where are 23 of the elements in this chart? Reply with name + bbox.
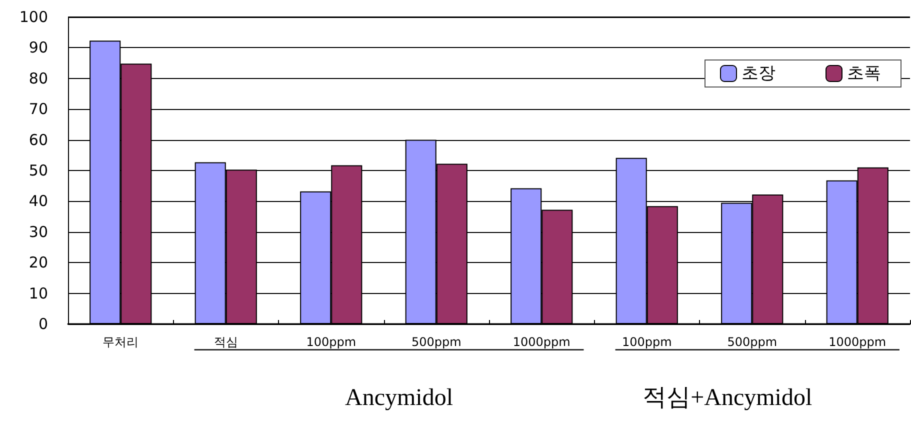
y-tick-label: 100 xyxy=(19,8,48,26)
x-tick-label: 적심 xyxy=(214,335,238,349)
x-tick-label: 100ppm xyxy=(306,335,356,349)
text: 적심+Ancymidol xyxy=(642,385,812,411)
x-tick-label: 500ppm xyxy=(727,335,778,349)
y-tick-label: 0 xyxy=(38,315,48,333)
x-tick-label: 500ppm xyxy=(411,335,462,349)
x-tick-label: 100ppm xyxy=(622,335,672,349)
legend-label: 초폭 xyxy=(847,64,881,84)
y-tick-label: 70 xyxy=(28,100,48,118)
x-tick-label: 1000ppm xyxy=(512,335,570,349)
y-tick-label: 60 xyxy=(28,130,48,149)
x-tick-label: 1000ppm xyxy=(828,335,886,349)
y-tick-label: 90 xyxy=(28,38,48,57)
text: Ancymidol xyxy=(345,385,454,411)
y-tick-label: 50 xyxy=(28,162,48,180)
y-tick-label: 20 xyxy=(28,254,48,272)
y-tick-label: 30 xyxy=(28,222,48,241)
x-tick-label: 무처리 xyxy=(102,335,139,349)
y-tick-label: 10 xyxy=(28,284,48,302)
y-tick-label: 40 xyxy=(28,192,48,210)
legend-label: 초장 xyxy=(742,64,776,84)
y-tick-label: 80 xyxy=(28,69,48,88)
